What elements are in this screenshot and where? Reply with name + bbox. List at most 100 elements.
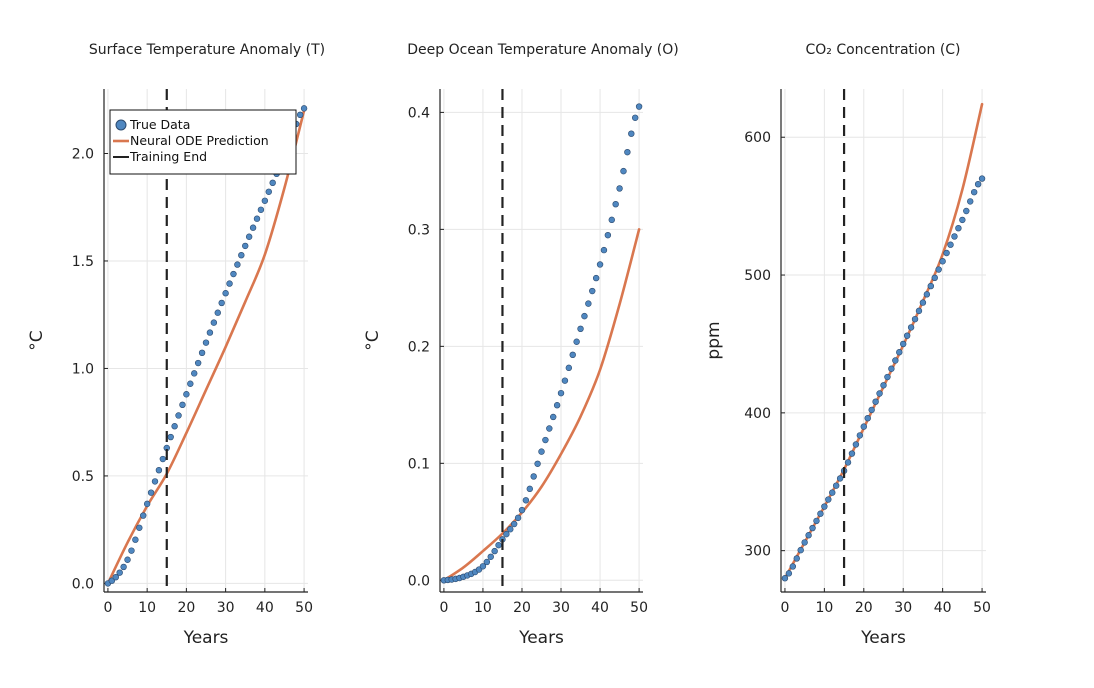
x-axis-label: Years [860,628,906,648]
y-tick-label: 0.0 [72,576,94,592]
true-data-point [238,252,245,259]
true-data-point [955,224,962,232]
true-data-point [852,441,860,448]
true-data-point [836,475,844,482]
true-data-point [801,539,808,546]
true-data-point [620,167,627,175]
true-data-point [900,340,907,348]
true-data-point [825,496,832,503]
true-data-point [911,315,919,323]
true-data-point [596,261,604,268]
true-data-point [534,460,541,467]
true-data-point [269,179,276,187]
true-data-point [257,206,265,213]
true-data-point [167,433,174,441]
true-data-point [868,406,875,414]
y-tick-label: 0.2 [408,339,430,355]
x-tick-label: 10 [138,600,156,616]
true-data-point [785,570,793,577]
x-tick-label: 40 [934,600,952,616]
true-data-point [542,436,549,444]
true-data-point [218,299,225,307]
true-data-point [624,148,631,156]
x-tick-label: 20 [513,600,531,616]
true-data-point [124,556,131,563]
true-data-point [935,266,942,273]
true-data-point [604,231,612,239]
true-data-point [797,546,804,554]
true-data-point [253,215,261,222]
true-data-point [860,423,867,430]
true-data-point [848,450,856,457]
x-tick-label: 30 [217,600,235,616]
true-data-point [919,299,927,306]
true-data-point [234,261,241,268]
true-data-point [507,526,514,533]
true-data-point [132,536,139,543]
true-data-point [943,249,950,257]
x-axis-label: Years [183,628,229,648]
true-data-point [573,338,580,345]
y-tick-label: 0.1 [408,456,430,472]
true-data-point [550,413,557,421]
legend-marker-true-data [115,119,127,131]
x-tick-label: 40 [591,600,609,616]
true-data-point [296,111,304,119]
panel-surface-temp: Surface Temperature Anomaly (T) 0 10 20 30 40… [27,42,325,648]
true-data-point [112,573,119,581]
true-data-point [136,524,143,531]
x-tick-label: 20 [855,600,873,616]
true-data-point [959,216,966,224]
true-data-point [198,349,206,356]
x-axis-label: Years [518,628,564,648]
true-data-point [923,291,931,298]
x-tick-label: 0 [780,600,789,616]
true-data-point [261,197,269,204]
true-data-point [876,390,883,397]
true-data-point [631,114,639,121]
true-data-point [230,270,237,278]
true-data-point [939,258,946,265]
true-data-point [864,414,871,422]
y-tick-label: 0.4 [408,105,430,121]
y-tick-label: 300 [744,544,771,560]
y-tick-label: 0.3 [408,222,430,238]
true-data-point [522,497,530,504]
true-data-point [896,349,903,356]
true-data-point [171,423,178,430]
true-data-point [557,389,565,397]
y-tick-label: 2.0 [72,146,94,162]
true-data-point [967,198,974,205]
true-data-point [159,455,167,463]
legend-entry-label: Training End [129,149,207,164]
x-tick-label: 40 [256,600,274,616]
true-data-point [222,290,229,297]
true-data-point [608,216,615,224]
true-data-point [210,319,218,326]
true-data-point [880,382,887,389]
true-data-point [789,563,797,570]
y-tick-label: 1.5 [72,254,94,270]
prediction-line [783,102,984,580]
true-data-point [565,364,573,372]
x-tick-label: 0 [103,600,112,616]
true-data-point [128,547,135,554]
true-data-point [242,242,249,250]
true-data-point [179,401,186,409]
prediction-line [442,228,641,582]
true-data-point [147,489,155,496]
chart-title: Surface Temperature Anomaly (T) [89,42,325,58]
true-data-point [530,473,537,480]
true-data-point [821,503,828,510]
true-data-point [518,506,526,514]
true-data-point [951,233,958,240]
x-tick-label: 10 [474,600,492,616]
true-data-point [892,357,899,364]
x-tick-label: 10 [815,600,833,616]
true-data-point [526,485,533,493]
true-data-point [844,459,852,466]
true-data-point [781,575,789,582]
true-data-point [538,448,545,455]
